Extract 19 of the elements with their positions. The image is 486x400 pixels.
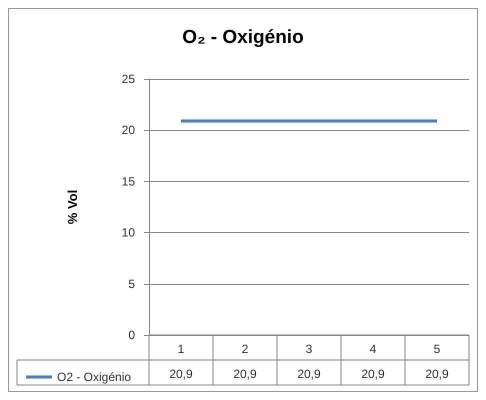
data-label: 20,9 [361,367,385,381]
x-tick-label: 2 [242,342,249,356]
chart-title: O₂ - Oxigénio [182,27,304,48]
y-tick-label: 15 [122,174,136,188]
y-tick-label: 25 [122,72,136,86]
data-label: 20,9 [425,367,449,381]
x-tick-label: 4 [370,342,377,356]
legend-label: O2 - Oxigénio [57,370,132,384]
x-tick-label: 5 [434,342,441,356]
y-tick-label: 10 [122,226,136,240]
data-label: 20,9 [297,367,321,381]
y-axis-title: % Vol [65,190,80,224]
y-tick-label: 20 [122,123,136,138]
x-tick-label: 1 [178,342,185,356]
y-tick-label: 5 [128,276,136,291]
data-label: 20,9 [169,367,193,381]
data-label: 20,9 [233,367,257,381]
x-tick-label: 3 [306,342,313,356]
y-tick-label: 0 [128,328,136,342]
